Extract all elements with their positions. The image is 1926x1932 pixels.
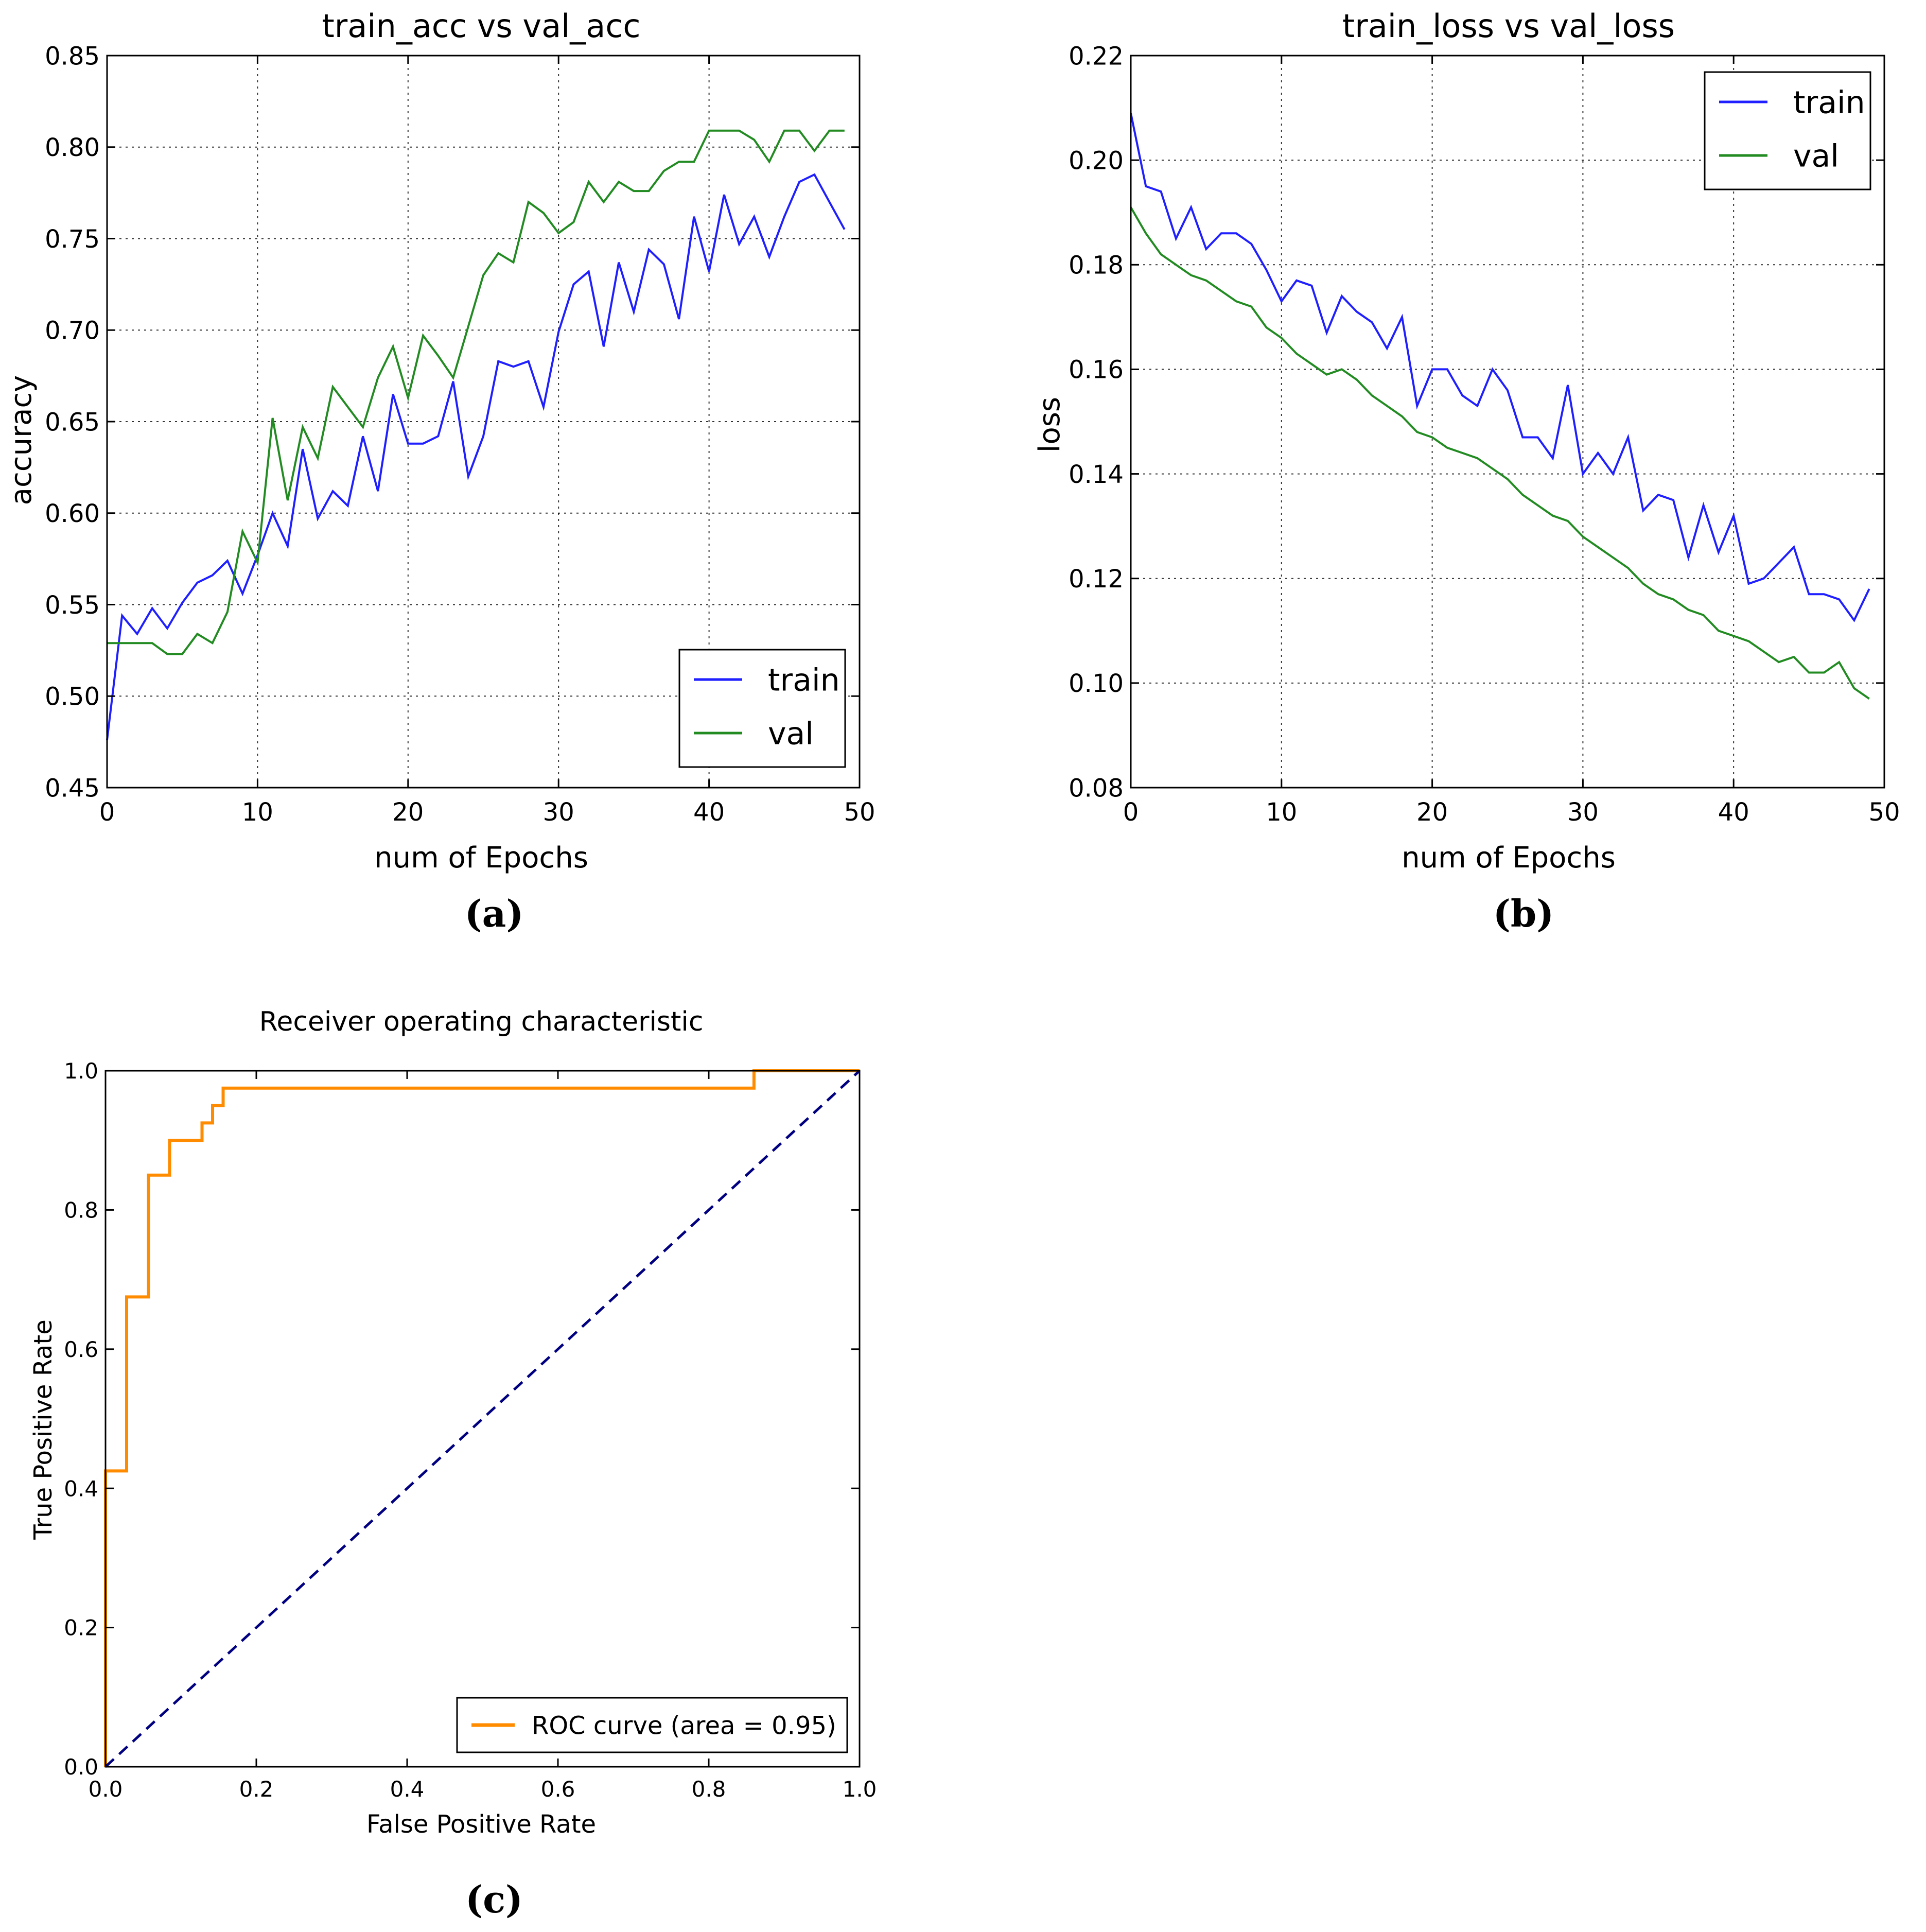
y-tick-label: 0.4 bbox=[64, 1476, 98, 1501]
x-tick-label: 50 bbox=[844, 798, 875, 827]
x-axis-label: num of Epochs bbox=[374, 841, 588, 875]
x-tick-label: 1.0 bbox=[843, 1777, 877, 1802]
x-tick-label: 0.0 bbox=[89, 1777, 123, 1802]
x-tick-label: 10 bbox=[1266, 798, 1297, 827]
series-line-val bbox=[107, 129, 845, 655]
x-tick-label: 30 bbox=[1567, 798, 1599, 827]
y-tick-label: 0.12 bbox=[1069, 565, 1124, 594]
x-axis-label: num of Epochs bbox=[1402, 841, 1616, 875]
plot-frame bbox=[1130, 55, 1885, 789]
y-tick-label: 0.65 bbox=[45, 408, 100, 437]
chart-title: Receiver operating characteristic bbox=[259, 1006, 704, 1037]
y-tick-label: 0.22 bbox=[1069, 42, 1124, 71]
y-tick-label: 0.75 bbox=[45, 225, 100, 254]
x-tick-label: 0.4 bbox=[390, 1777, 425, 1802]
plot-frame bbox=[104, 1070, 861, 1768]
legend-label: ROC curve (area = 0.95) bbox=[532, 1711, 836, 1740]
y-tick-label: 0.85 bbox=[45, 42, 100, 71]
chart-loss: train_loss vs val_loss num of Epochs los… bbox=[1033, 7, 1900, 935]
y-tick-label: 1.0 bbox=[64, 1058, 98, 1084]
x-tick-label: 40 bbox=[693, 798, 725, 827]
y-tick-label: 0.60 bbox=[45, 499, 100, 528]
legend-box bbox=[1704, 71, 1871, 190]
x-tick-label: 50 bbox=[1868, 798, 1900, 827]
y-axis-label: True Positive Rate bbox=[29, 1319, 58, 1540]
chart-accuracy: train_acc vs val_acc num of Epochs accur… bbox=[5, 7, 876, 935]
legend-label: train bbox=[1793, 85, 1865, 121]
legend-box bbox=[456, 1697, 848, 1753]
legend-box bbox=[678, 649, 846, 768]
panel-caption: (a) bbox=[465, 892, 524, 935]
chart-title: train_loss vs val_loss bbox=[1342, 7, 1675, 45]
x-tick-label: 10 bbox=[242, 798, 273, 827]
x-tick-label: 0 bbox=[1123, 798, 1139, 827]
x-tick-label: 40 bbox=[1718, 798, 1749, 827]
y-tick-label: 0.20 bbox=[1069, 146, 1124, 175]
series-line-roc bbox=[104, 1069, 860, 1767]
legend-label: train bbox=[768, 663, 840, 699]
series-line-train bbox=[106, 173, 846, 740]
x-tick-label: 0.6 bbox=[541, 1777, 575, 1802]
x-tick-label: 30 bbox=[543, 798, 574, 827]
y-axis-label: loss bbox=[1033, 397, 1066, 452]
y-tick-label: 0.45 bbox=[45, 774, 100, 803]
chart-title: train_acc vs val_acc bbox=[322, 7, 641, 45]
legend-label: val bbox=[768, 716, 814, 752]
x-tick-label: 0.2 bbox=[239, 1777, 274, 1802]
x-tick-label: 20 bbox=[392, 798, 424, 827]
panel-caption: (c) bbox=[465, 1877, 523, 1921]
y-tick-label: 0.70 bbox=[45, 317, 100, 345]
y-tick-label: 0.6 bbox=[64, 1337, 98, 1362]
x-tick-label: 0 bbox=[99, 798, 115, 827]
chart-roc: Receiver operating characteristic False … bbox=[29, 1006, 877, 1921]
y-tick-label: 0.08 bbox=[1069, 774, 1124, 803]
y-tick-label: 0.80 bbox=[45, 133, 100, 162]
y-tick-label: 0.10 bbox=[1069, 669, 1124, 698]
y-tick-label: 0.2 bbox=[64, 1615, 98, 1641]
series-line-val bbox=[1130, 206, 1870, 700]
series-line-train bbox=[1130, 113, 1870, 622]
legend-label: val bbox=[1793, 138, 1839, 175]
x-axis-label: False Positive Rate bbox=[366, 1810, 596, 1839]
x-tick-label: 0.8 bbox=[692, 1777, 726, 1802]
y-tick-label: 0.14 bbox=[1069, 460, 1124, 489]
y-tick-label: 0.18 bbox=[1069, 251, 1124, 280]
series-line-chance bbox=[104, 1070, 861, 1768]
y-axis-label: accuracy bbox=[5, 375, 38, 506]
y-tick-label: 0.50 bbox=[45, 683, 100, 711]
y-tick-label: 0.8 bbox=[64, 1198, 98, 1223]
y-tick-label: 0.0 bbox=[64, 1754, 98, 1780]
panel-caption: (b) bbox=[1493, 892, 1554, 935]
y-tick-label: 0.55 bbox=[45, 591, 100, 620]
y-tick-label: 0.16 bbox=[1069, 356, 1124, 385]
x-tick-label: 20 bbox=[1416, 798, 1448, 827]
